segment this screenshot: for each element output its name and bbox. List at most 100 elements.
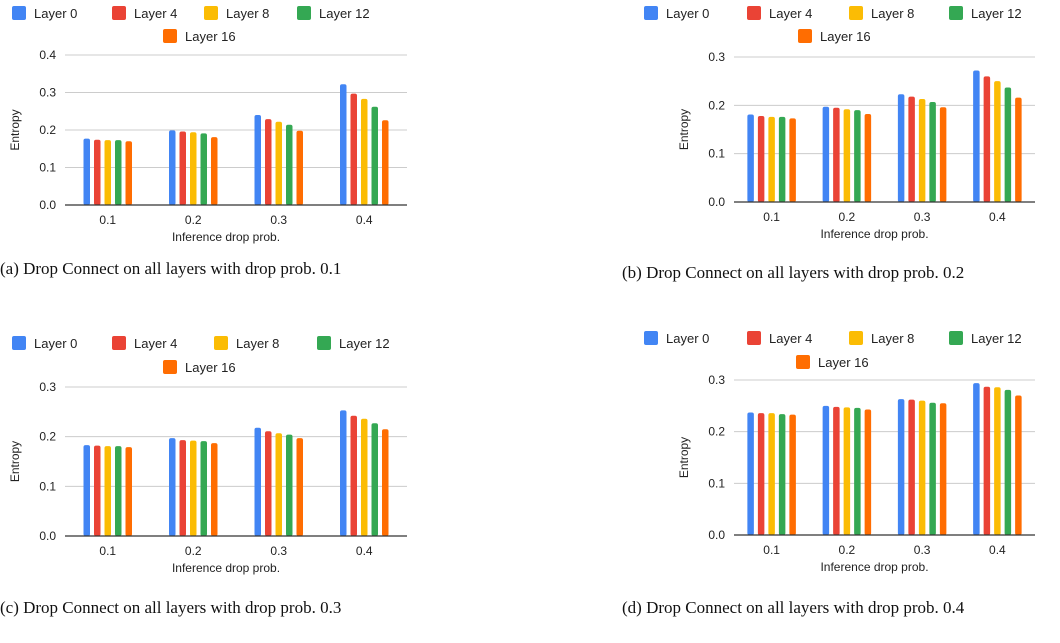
legend-label: Layer 8: [236, 336, 279, 351]
legend-item: Layer 12: [297, 6, 370, 21]
chart-panel-a: Layer 0 Layer 4 Layer 8 Layer 12 Layer 16 0.0…: [0, 0, 420, 250]
bar: [973, 383, 980, 535]
bar: [169, 130, 176, 205]
x-tick-label: 0.1: [99, 544, 116, 558]
x-tick-label: 0.4: [356, 544, 373, 558]
bar: [115, 140, 122, 205]
bar: [939, 403, 947, 535]
bar: [843, 407, 851, 535]
legend-label: Layer 4: [769, 331, 812, 346]
bar: [1004, 389, 1012, 535]
bar: [83, 138, 90, 205]
bar: [265, 431, 272, 536]
chart-a-svg: Layer 0 Layer 4 Layer 8 Layer 12 Layer 16 0.0…: [8, 6, 407, 244]
bar: [747, 412, 754, 535]
bar: [371, 106, 378, 205]
legend-item: Layer 4: [112, 336, 177, 351]
bar: [350, 415, 357, 536]
legend-label: Layer 4: [134, 336, 177, 351]
y-tick-label: 0.0: [39, 529, 56, 543]
bar: [190, 132, 197, 205]
legend-swatch: [798, 29, 812, 43]
x-tick-label: 0.2: [839, 543, 856, 557]
legend-item: Layer 12: [317, 336, 390, 351]
x-tick-label: 0.2: [839, 210, 856, 224]
bar: [254, 427, 261, 536]
chart-legend: Layer 0 Layer 4 Layer 8 Layer 12 Layer 16: [12, 336, 390, 375]
legend-item: Layer 4: [747, 331, 812, 346]
legend-label: Layer 16: [185, 360, 236, 375]
x-tick-label: 0.2: [185, 544, 202, 558]
y-axis-label: Entropy: [8, 441, 22, 482]
y-tick-label: 0.1: [39, 161, 56, 175]
x-axis-label: Inference drop prob.: [172, 561, 280, 575]
bar: [361, 98, 368, 205]
legend-item: Layer 0: [12, 336, 77, 351]
y-tick-label: 0.0: [708, 528, 725, 542]
y-tick-label: 0.3: [708, 373, 725, 387]
chart-d-svg: Layer 0 Layer 4 Layer 8 Layer 12 Layer 16 0.0…: [644, 331, 1035, 574]
chart-caption-a: (a) Drop Connect on all layers with drop…: [0, 259, 342, 278]
chart-legend: Layer 0 Layer 4 Layer 8 Layer 12 Layer 16: [644, 331, 1022, 370]
legend-item: Layer 8: [849, 6, 914, 21]
y-tick-label: 0.3: [39, 86, 56, 100]
legend-swatch: [644, 331, 658, 345]
legend-swatch: [12, 336, 26, 350]
legend-label: Layer 4: [134, 6, 177, 21]
legend-swatch: [849, 331, 863, 345]
x-tick-label: 0.2: [185, 213, 202, 227]
bar: [854, 110, 861, 202]
bar: [908, 399, 915, 535]
legend-swatch: [112, 336, 126, 350]
legend-swatch: [214, 336, 228, 350]
bar: [789, 118, 796, 202]
bar: [125, 141, 132, 205]
bar: [768, 116, 775, 202]
bars: [747, 383, 1022, 535]
bar: [1015, 395, 1022, 535]
legend-item: Layer 0: [644, 331, 709, 346]
y-tick-label: 0.3: [39, 380, 56, 394]
bar: [918, 400, 926, 535]
legend-item: Layer 16: [163, 29, 236, 44]
bar: [179, 440, 186, 536]
legend-swatch: [949, 6, 963, 20]
chart-panel-b: Layer 0 Layer 4 Layer 8 Layer 12 Layer 16 0.0…: [630, 0, 1050, 250]
bar: [747, 114, 754, 202]
legend-item: Layer 0: [644, 6, 709, 21]
x-tick-label: 0.1: [99, 213, 116, 227]
legend-swatch: [163, 360, 177, 374]
bar: [125, 447, 132, 536]
legend-swatch: [12, 6, 26, 20]
x-tick-label: 0.1: [763, 543, 780, 557]
bar: [778, 414, 786, 535]
bar: [757, 115, 765, 202]
bar: [94, 445, 101, 536]
legend-label: Layer 8: [871, 331, 914, 346]
bar: [254, 115, 261, 205]
x-tick-label: 0.3: [914, 543, 931, 557]
y-tick-label: 0.2: [39, 123, 56, 137]
bar: [200, 441, 207, 536]
legend-label: Layer 12: [319, 6, 370, 21]
bar: [994, 387, 1001, 535]
chart-c-svg: Layer 0 Layer 4 Layer 8 Layer 12 Layer 16 0.0…: [8, 336, 407, 575]
bar: [864, 409, 872, 535]
legend-swatch: [317, 336, 331, 350]
bar: [382, 120, 389, 205]
chart-legend: Layer 0 Layer 4 Layer 8 Layer 12 Layer 16: [12, 6, 370, 44]
bars: [747, 70, 1022, 203]
x-tick-label: 0.3: [270, 213, 287, 227]
bar: [350, 93, 357, 205]
bar: [1015, 97, 1022, 202]
bar: [286, 434, 293, 536]
bar: [939, 107, 947, 202]
legend-item: Layer 0: [12, 6, 77, 21]
bar: [929, 402, 936, 535]
bar: [200, 133, 207, 205]
y-tick-label: 0.4: [39, 48, 56, 62]
legend-swatch: [949, 331, 963, 345]
legend-item: Layer 8: [849, 331, 914, 346]
chart-legend: Layer 0 Layer 4 Layer 8 Layer 12 Layer 16: [644, 6, 1022, 44]
bar: [983, 386, 991, 535]
